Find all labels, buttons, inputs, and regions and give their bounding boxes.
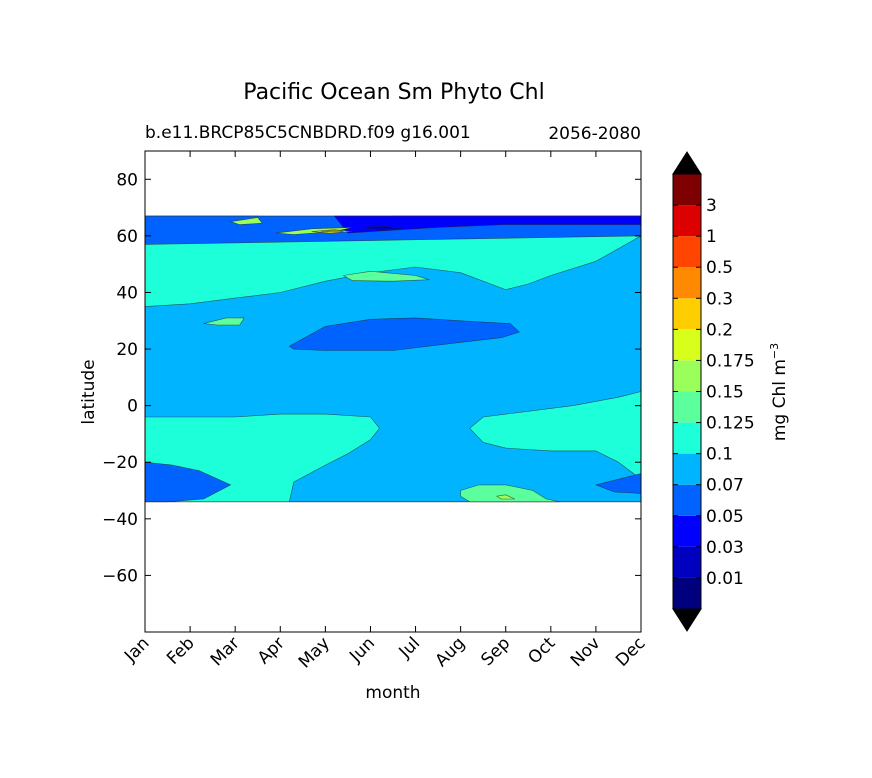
colorbar-label: mg Chl m−3 <box>768 343 790 441</box>
contour-region-6 <box>288 317 520 351</box>
x-tick-label: Jun <box>345 633 379 667</box>
colorbar-tick-label: 0.1 <box>706 445 733 465</box>
contour-region-15 <box>320 229 344 232</box>
y-tick-label: 0 <box>127 397 138 417</box>
x-tick-label: Oct <box>524 633 559 668</box>
colorbar-tick-label: 0.125 <box>706 414 755 434</box>
colorbar-tick-label: 0.07 <box>706 476 744 496</box>
x-tick-label: Jul <box>395 633 424 662</box>
x-axis-label: month <box>365 683 420 703</box>
chart-title: Pacific Ocean Sm Phyto Chl <box>243 80 544 105</box>
x-tick-label: Nov <box>567 633 605 671</box>
colorbar-tick-label: 0.15 <box>706 383 744 403</box>
x-tick-label: Feb <box>163 633 198 668</box>
x-tick-label: Mar <box>207 633 244 670</box>
x-tick-label: Dec <box>612 633 649 670</box>
colorbar-swatch-0 <box>673 577 701 609</box>
colorbar-swatch-11 <box>673 236 701 268</box>
colorbar-label-text: mg Chl m <box>770 359 790 441</box>
x-tick-label: Apr <box>254 633 289 668</box>
colorbar-extend-top <box>672 151 702 175</box>
colorbar-label-superscript: −3 <box>768 343 781 359</box>
y-tick-label: 40 <box>116 283 138 303</box>
colorbar-tick-label: 0.05 <box>706 507 744 527</box>
colorbar-swatch-10 <box>673 267 701 299</box>
contour-fill-layer <box>145 215 641 503</box>
x-tick-label: May <box>295 633 334 672</box>
colorbar-tick-label: 0.2 <box>706 320 733 340</box>
y-tick-label: 20 <box>116 340 138 360</box>
contour-region-5 <box>203 317 245 326</box>
colorbar-swatch-8 <box>673 329 701 361</box>
colorbar-swatch-9 <box>673 298 701 330</box>
colorbar-tick-label: 0.3 <box>706 289 733 309</box>
colorbar: 0.01 0.03 0.05 0.07 0.1 0.125 0.15 0.175 0.2 0.3 0… <box>672 151 755 632</box>
colorbar-tick-label: 0.5 <box>706 258 733 278</box>
contour-region-16 <box>496 494 516 500</box>
x-tick-label: Aug <box>432 633 470 671</box>
contour-region-7 <box>145 461 231 503</box>
contour-region-13 <box>230 217 263 225</box>
colorbar-swatch-2 <box>673 515 701 547</box>
y-axis: 80 60 40 20 0 −20 −40 −60 <box>102 170 641 586</box>
colorbar-swatch-6 <box>673 391 701 423</box>
colorbar-swatch-3 <box>673 484 701 516</box>
colorbar-swatch-13 <box>673 174 701 206</box>
y-tick-label: 80 <box>116 170 138 190</box>
contour-region-12 <box>275 227 353 235</box>
y-axis-label: latitude <box>79 359 99 424</box>
chart-subtitle-left: b.e11.BRCP85C5CNBDRD.f09 g16.001 <box>145 123 471 143</box>
x-tick-label: Jan <box>120 633 153 666</box>
colorbar-swatch-12 <box>673 205 701 237</box>
y-tick-label: 60 <box>116 227 138 247</box>
contour-region-8 <box>595 473 641 494</box>
colorbar-swatch-1 <box>673 546 701 578</box>
contour-region-11 <box>361 225 403 231</box>
colorbar-swatch-7 <box>673 360 701 392</box>
colorbar-tick-label: 0.03 <box>706 538 744 558</box>
colorbar-tick-label: 1 <box>706 227 717 247</box>
colorbar-extend-bottom <box>672 608 702 632</box>
x-tick-label: Sep <box>477 633 514 670</box>
colorbar-tick-label: 3 <box>706 196 717 216</box>
colorbar-tick-label: 0.01 <box>706 569 744 589</box>
colorbar-swatch-5 <box>673 422 701 454</box>
colorbar-swatch-4 <box>673 453 701 485</box>
y-tick-label: −20 <box>102 453 138 473</box>
chart-subtitle-right: 2056-2080 <box>548 124 641 144</box>
contour-region-10 <box>334 215 641 234</box>
contour-region-2 <box>145 391 641 503</box>
colorbar-tick-label: 0.175 <box>706 351 755 371</box>
y-tick-label: −60 <box>102 566 138 586</box>
plot-frame <box>144 150 642 633</box>
contour-region-3 <box>460 484 561 503</box>
contour-region-4 <box>343 270 430 282</box>
y-tick-label: −40 <box>102 510 138 530</box>
